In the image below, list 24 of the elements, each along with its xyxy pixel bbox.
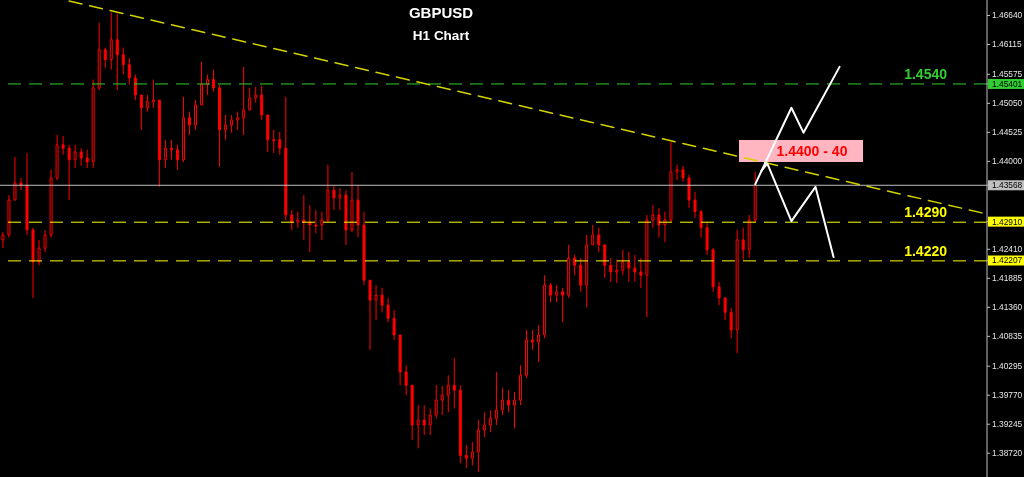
y-tick-label: 1.44525 (992, 127, 1023, 138)
y-tick-label: 1.42207 (992, 255, 1023, 266)
y-tick-label: 1.40835 (992, 331, 1023, 342)
y-tick-label: 1.39770 (992, 390, 1023, 401)
y-tick-label: 1.42410 (992, 244, 1023, 255)
ref-line-label: 1.4540 (904, 65, 948, 82)
y-tick-label: 1.38720 (992, 448, 1023, 459)
y-tick-label: 1.44000 (992, 156, 1023, 167)
y-tick-label: 1.45575 (992, 69, 1023, 80)
y-tick-label: 1.46640 (992, 10, 1023, 21)
ref-line-label: 1.4290 (904, 204, 948, 221)
y-tick-label: 1.46115 (992, 39, 1022, 50)
y-tick-label: 1.40295 (992, 361, 1023, 372)
y-tick-label: 1.39245 (992, 419, 1023, 430)
chart-title: GBPUSD (408, 4, 474, 22)
annotation: 1.4400 - 40 (776, 142, 848, 161)
y-tick-label: 1.45401 (992, 78, 1023, 89)
y-tick-label: 1.43568 (992, 180, 1023, 191)
ref-line-label: 1.4220 (904, 242, 948, 259)
y-tick-label: 1.42910 (992, 216, 1023, 227)
y-tick-label: 1.41885 (992, 273, 1023, 284)
y-tick-label: 1.45050 (992, 98, 1023, 109)
y-tick-label: 1.41360 (992, 302, 1023, 313)
text: H1 Chart (412, 28, 470, 44)
